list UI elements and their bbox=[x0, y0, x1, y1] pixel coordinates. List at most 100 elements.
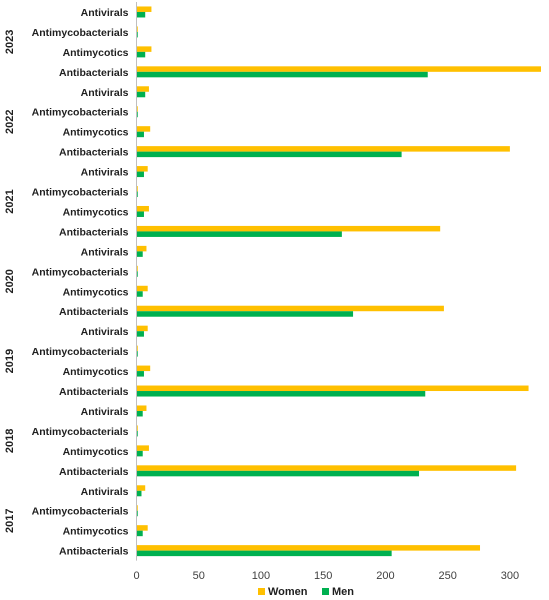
bar-men bbox=[136, 251, 143, 257]
bar-men bbox=[136, 490, 142, 497]
category-label: Antivirals bbox=[81, 7, 129, 19]
bar-women bbox=[136, 405, 147, 411]
bar-men bbox=[136, 51, 146, 58]
bar-men bbox=[136, 171, 144, 178]
bar-women bbox=[136, 126, 151, 132]
bar-women bbox=[136, 385, 529, 392]
legend-swatch-women bbox=[258, 588, 265, 595]
bar-men bbox=[136, 271, 138, 277]
bar-men bbox=[136, 530, 143, 537]
category-label: Antibacterials bbox=[59, 306, 129, 318]
year-label: 2017 bbox=[4, 508, 16, 532]
bar-men bbox=[136, 111, 138, 118]
bar-men bbox=[136, 291, 143, 297]
bar-women bbox=[136, 525, 148, 531]
category-label: Antivirals bbox=[81, 167, 129, 179]
bar-women bbox=[136, 325, 148, 332]
bar-women bbox=[136, 46, 152, 52]
category-label: Antibacterials bbox=[59, 226, 129, 238]
category-label: Antimycobacterials bbox=[32, 187, 129, 199]
category-label: Antibacterials bbox=[59, 147, 129, 159]
bar-women bbox=[136, 186, 138, 192]
category-label: Antivirals bbox=[81, 246, 129, 258]
category-label: Antimycotics bbox=[63, 366, 129, 378]
category-label: Antimycotics bbox=[63, 446, 129, 458]
category-label: Antibacterials bbox=[59, 67, 129, 79]
category-label: Antimycobacterials bbox=[32, 506, 129, 518]
bar-women bbox=[136, 545, 481, 551]
bar-men bbox=[136, 331, 144, 337]
bar-men bbox=[136, 410, 143, 417]
bar-women bbox=[136, 345, 138, 352]
x-tick-label: 50 bbox=[193, 570, 205, 582]
bar-women bbox=[136, 245, 147, 252]
category-label: Antibacterials bbox=[59, 546, 129, 558]
bar-women bbox=[136, 166, 148, 172]
bar-women bbox=[136, 66, 541, 72]
year-label: 2019 bbox=[4, 349, 16, 373]
bar-men bbox=[136, 391, 426, 397]
category-label: Antimycotics bbox=[63, 206, 129, 218]
category-label: Antibacterials bbox=[59, 386, 129, 398]
bar-women bbox=[136, 26, 138, 32]
year-label: 2020 bbox=[4, 269, 16, 293]
category-label: Antimycobacterials bbox=[32, 27, 129, 39]
bar-women bbox=[136, 505, 138, 511]
x-tick-label: 200 bbox=[376, 570, 394, 582]
year-label: 2018 bbox=[4, 429, 16, 453]
category-label: Antimycobacterials bbox=[32, 107, 129, 119]
bar-men bbox=[136, 430, 138, 437]
bar-women bbox=[136, 146, 510, 152]
bar-women bbox=[136, 225, 441, 232]
bar-women bbox=[136, 285, 148, 292]
x-tick-label: 100 bbox=[252, 570, 270, 582]
bar-men bbox=[136, 371, 144, 377]
bar-men bbox=[136, 311, 354, 317]
bar-men bbox=[136, 191, 138, 198]
category-label: Antivirals bbox=[81, 326, 129, 338]
category-label: Antimycotics bbox=[63, 526, 129, 538]
bar-men bbox=[136, 131, 144, 138]
bar-women bbox=[136, 365, 151, 372]
x-tick-label: 250 bbox=[438, 570, 456, 582]
bar-men bbox=[136, 211, 144, 217]
bar-men bbox=[136, 231, 342, 237]
category-label: Antimycobacterials bbox=[32, 426, 129, 438]
legend-label-women: Women bbox=[268, 586, 308, 598]
bar-women bbox=[136, 465, 517, 471]
legend-label-men: Men bbox=[332, 586, 354, 598]
bar-women bbox=[136, 205, 149, 212]
year-label: 2023 bbox=[4, 30, 16, 54]
bar-men bbox=[136, 550, 392, 557]
bar-women bbox=[136, 445, 149, 451]
category-label: Antimycotics bbox=[63, 47, 129, 59]
category-label: Antimycotics bbox=[63, 127, 129, 139]
category-label: Antibacterials bbox=[59, 466, 129, 478]
category-label: Antivirals bbox=[81, 486, 129, 498]
x-tick-label: 150 bbox=[314, 570, 332, 582]
bar-women bbox=[136, 106, 138, 112]
category-label: Antimycotics bbox=[63, 286, 129, 298]
category-label: Antivirals bbox=[81, 87, 129, 99]
bar-men bbox=[136, 351, 138, 357]
legend-swatch-men bbox=[322, 588, 329, 595]
bar-men bbox=[136, 151, 402, 158]
bar-men bbox=[136, 450, 143, 457]
category-label: Antivirals bbox=[81, 406, 129, 418]
bar-women bbox=[136, 86, 149, 92]
bar-women bbox=[136, 485, 146, 491]
year-label: 2021 bbox=[4, 189, 16, 213]
bar-women bbox=[136, 425, 138, 431]
bar-men bbox=[136, 31, 138, 38]
x-tick-label: 0 bbox=[133, 570, 139, 582]
bar-men bbox=[136, 91, 146, 98]
year-label: 2022 bbox=[4, 109, 16, 133]
bar-women bbox=[136, 305, 444, 312]
bar-women bbox=[136, 6, 152, 12]
legend: Women Men bbox=[258, 586, 354, 598]
bar-men bbox=[136, 71, 428, 78]
bar-men bbox=[136, 470, 420, 477]
category-label: Antimycobacterials bbox=[32, 266, 129, 278]
category-label: Antimycobacterials bbox=[32, 346, 129, 358]
